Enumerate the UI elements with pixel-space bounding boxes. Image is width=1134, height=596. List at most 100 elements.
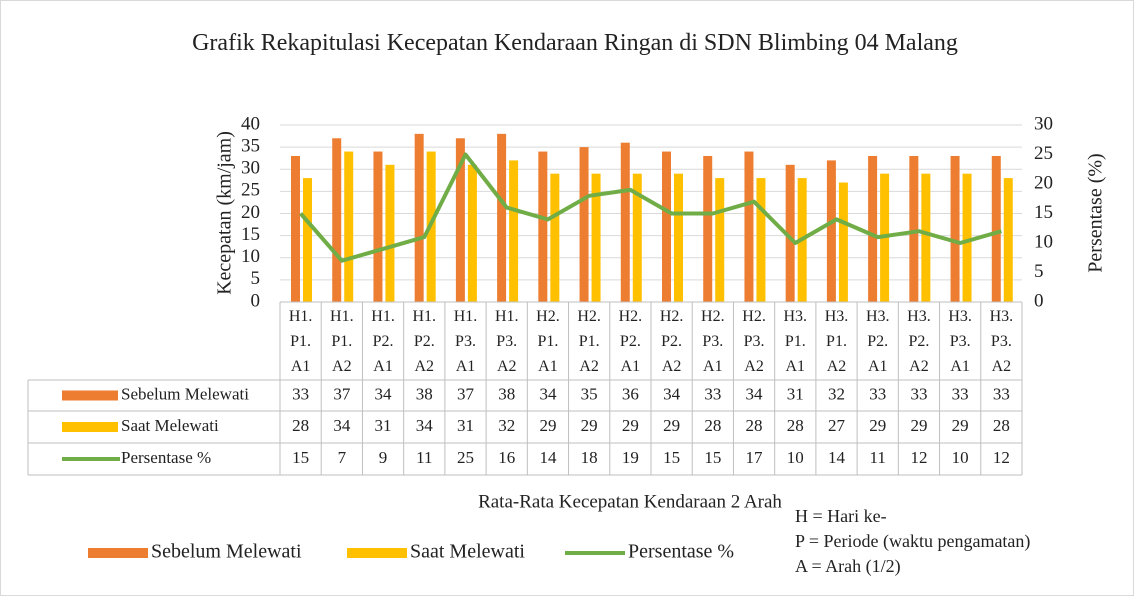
bar (509, 160, 519, 302)
legend-key (62, 422, 118, 432)
table-value: 29 (952, 416, 969, 435)
bar (1003, 178, 1013, 302)
table-value: 12 (993, 448, 1010, 467)
table-value: 38 (416, 384, 433, 403)
y-tick-label: 40 (241, 113, 260, 134)
table-value: 33 (993, 384, 1010, 403)
table-value: 27 (828, 416, 846, 435)
table-value: 31 (787, 384, 804, 403)
table-row-label: Saat Melewati (121, 416, 219, 435)
table-value: 34 (416, 416, 434, 435)
y-tick-label: 15 (241, 224, 260, 245)
table-value: 15 (704, 448, 721, 467)
table-value: 37 (457, 384, 475, 403)
table-value: 28 (746, 416, 763, 435)
legend-key (88, 548, 148, 558)
y2-tick-label: 25 (1034, 143, 1053, 164)
x-tick-label: H3. P2. A2 (907, 308, 931, 375)
x-tick-label: H3. P3. A1 (948, 308, 972, 375)
x-tick-label: H3. P3. A2 (989, 308, 1014, 375)
note: P = Periode (waktu pengamatan) (795, 531, 1030, 552)
table-value: 11 (870, 448, 886, 467)
x-tick-label: H2. P3. A1 (701, 308, 725, 375)
table-value: 12 (910, 448, 927, 467)
y2-tick-label: 10 (1034, 231, 1053, 252)
legend-label: Saat Melewati (410, 541, 525, 563)
y-tick-label: 10 (241, 246, 260, 267)
x-tick-label: H2. P2. A2 (659, 308, 684, 375)
table-row-label: Persentase % (121, 448, 211, 467)
y2-tick-label: 15 (1034, 202, 1053, 223)
bar (538, 151, 548, 302)
table-value: 28 (993, 416, 1010, 435)
y-tick-label: 20 (241, 202, 260, 223)
table-value: 28 (704, 416, 721, 435)
x-tick-label: H1. P3. A1 (453, 308, 478, 375)
bar (715, 178, 725, 302)
y-tick-label: 0 (251, 290, 261, 311)
y2-tick-label: 5 (1034, 261, 1044, 282)
bar (291, 155, 300, 302)
chart-title: Grafik Rekapitulasi Kecepatan Kendaraan … (192, 30, 958, 56)
table-value: 18 (581, 448, 598, 467)
table-value: 17 (746, 448, 764, 467)
table-value: 29 (869, 416, 886, 435)
bar (591, 173, 601, 302)
x-tick-label: H1. P3. A2 (494, 308, 519, 375)
bar (674, 173, 683, 302)
table-value: 25 (457, 448, 474, 467)
table-value: 29 (663, 416, 680, 435)
bar (385, 164, 395, 302)
bar (785, 164, 795, 302)
table-value: 15 (663, 448, 680, 467)
table-value: 31 (457, 416, 474, 435)
table-value: 31 (375, 416, 392, 435)
x-tick-label: H2. P1. A2 (577, 308, 601, 375)
table-value: 32 (828, 384, 845, 403)
x-tick-label: H2. P1. A1 (536, 308, 560, 375)
table-value: 34 (375, 384, 393, 403)
bar (868, 155, 878, 302)
bar (632, 173, 642, 302)
table-value: 29 (581, 416, 598, 435)
table-value: 16 (498, 448, 515, 467)
bar (909, 155, 919, 302)
legend-key (62, 390, 118, 401)
bar (550, 173, 560, 302)
y-tick-label: 5 (251, 268, 261, 289)
bar (991, 155, 1001, 302)
bar (332, 138, 342, 302)
line (299, 152, 1002, 263)
table-value: 36 (622, 384, 639, 403)
y-axis-title: Kecepatan (km/jam) (214, 131, 236, 295)
legend-label: Sebelum Melewati (151, 541, 302, 563)
table-value: 32 (498, 416, 515, 435)
table-value: 14 (539, 448, 557, 467)
y-tick-label: 25 (241, 180, 260, 201)
table-value: 10 (787, 448, 804, 467)
bar (838, 182, 848, 302)
bar (703, 155, 713, 302)
table-value: 29 (622, 416, 639, 435)
y2-tick-label: 30 (1034, 113, 1053, 134)
bar (373, 151, 383, 302)
table-value: 33 (869, 384, 886, 403)
y2-tick-label: 0 (1034, 290, 1044, 311)
x-tick-label: H3. P1. A1 (783, 308, 808, 375)
bar (744, 151, 754, 302)
x-tick-label: H1. P2. A1 (371, 308, 395, 375)
x-axis-title: Rata-Rata Kecepatan Kendaraan 2 Arah (478, 491, 782, 512)
table-value: 9 (379, 448, 388, 467)
bar (826, 160, 836, 302)
table-value: 14 (828, 448, 846, 467)
table-value: 33 (292, 384, 309, 403)
x-tick-label: H1. P2. A2 (412, 308, 437, 375)
table-value: 28 (787, 416, 804, 435)
legend-label: Persentase % (628, 541, 734, 563)
table-value: 10 (952, 448, 969, 467)
table-value: 7 (338, 448, 347, 467)
table-value: 34 (663, 384, 681, 403)
